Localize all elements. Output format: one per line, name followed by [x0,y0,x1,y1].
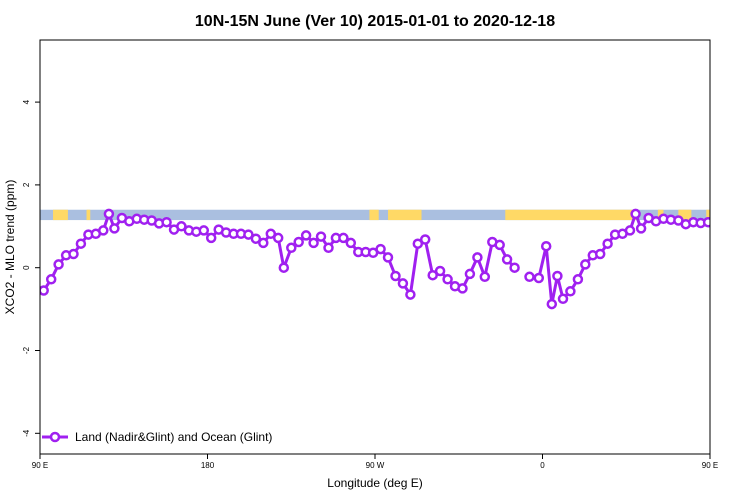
data-point [258,237,269,249]
data-point [509,262,520,273]
y-tick-label-2: 0 [22,265,31,270]
data-point [540,240,552,252]
data-point [630,208,641,220]
data-point [702,216,710,228]
series-layer [40,208,710,310]
data-point [109,223,120,234]
data-point [375,243,386,255]
data-point [464,268,476,280]
data-point [501,254,513,265]
y-tick-label-0: 4 [22,99,31,104]
series-line-0-1 [529,212,709,306]
x-axis-label: Longitude (deg E) [327,476,422,490]
data-point [272,232,284,244]
data-point [565,286,576,297]
data-point [205,232,217,244]
data-point [479,271,491,283]
data-point [243,229,254,240]
data-point [198,225,210,236]
y-tick-label-4: -4 [22,429,31,437]
y-axis-label: XCO2 - MLO trend (ppm) [3,180,17,315]
data-point [278,262,290,273]
data-point [427,269,438,281]
data-point [552,270,563,282]
x-tick-label-0: 90 E [32,461,48,470]
data-point [533,272,545,284]
data-point [434,265,446,277]
y-tick-label-3: -2 [22,346,31,354]
data-point [53,259,64,270]
data-point [300,230,312,241]
data-point [103,208,115,220]
data-point [397,278,409,289]
legend-marker-swatch [49,431,61,443]
data-point [419,234,431,245]
data-point [546,298,558,310]
x-tick-label-3: 0 [540,461,545,470]
legend: Land (Nadir&Glint) and Ocean (Glint) [42,430,272,444]
y-axis: 4 2 0 -2 -4 [22,99,40,437]
data-point [457,283,468,294]
data-point [635,223,647,234]
land-segment-6 [678,209,692,221]
y-tick-label-1: 2 [22,182,31,187]
x-tick-label-4: 90 E [702,461,718,470]
data-point [624,225,636,236]
land-segment-4 [505,209,638,221]
data-point [161,216,172,228]
data-point [98,225,109,236]
legend-label: Land (Nadir&Glint) and Ocean (Glint) [75,430,272,444]
data-point [338,232,349,244]
data-point [75,238,87,249]
data-point [594,248,606,260]
land-segment-0 [53,209,68,221]
data-point [580,259,591,270]
land-segment-1 [86,209,91,221]
data-point [308,237,319,249]
data-point [602,238,613,249]
chart-title: 10N-15N June (Ver 10) 2015-01-01 to 2020… [195,13,555,30]
data-point [176,221,187,232]
data-point [68,248,79,260]
x-tick-label-1: 180 [201,461,215,470]
data-point [472,252,483,263]
data-point [382,252,394,263]
data-point [345,237,357,249]
land-segment-2 [369,209,379,221]
data-point [250,233,262,244]
data-point [442,274,453,285]
data-point [323,242,334,254]
data-point [45,274,57,285]
x-axis: 90 E 180 90 W 0 90 E [32,454,718,470]
data-point [405,289,416,300]
data-point [412,238,424,249]
data-point [286,242,297,254]
data-point [524,271,535,283]
x-tick-label-2: 90 W [366,461,385,470]
data-point [390,270,401,282]
data-point [40,285,49,296]
land-segment-3 [388,209,422,221]
data-point [557,293,569,305]
land-segment-7 [706,209,710,221]
data-point [494,239,505,251]
data-point [293,236,304,248]
data-point [572,274,584,285]
data-point [265,228,277,240]
data-point [315,231,327,242]
